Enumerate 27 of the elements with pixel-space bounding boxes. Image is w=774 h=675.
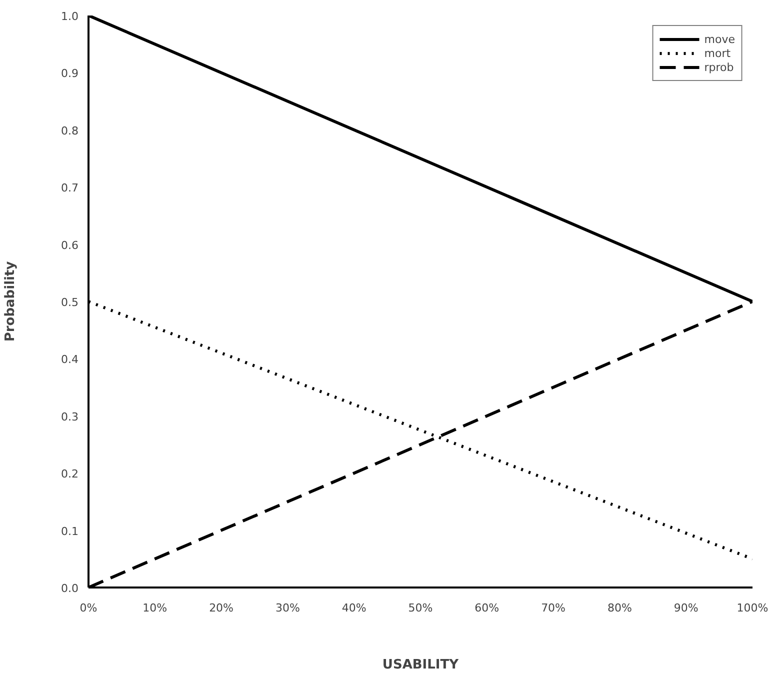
y-tick-label: 0.4 xyxy=(61,353,79,366)
x-tick-label: 40% xyxy=(342,602,366,614)
y-tick-label: 0.6 xyxy=(61,238,79,252)
y-tick-label: 0.0 xyxy=(61,582,79,595)
legend-label: rprob xyxy=(704,60,734,74)
x-tick-label: 80% xyxy=(607,602,632,614)
y-tick-label: 1.0 xyxy=(61,10,79,23)
x-tick-label: 0% xyxy=(80,602,98,614)
legend-label: move xyxy=(704,32,735,46)
y-tick-label: 0.5 xyxy=(61,296,79,309)
x-tick-label: 50% xyxy=(408,602,433,614)
x-tick-label: 70% xyxy=(541,602,566,614)
y-tick-label: 0.1 xyxy=(61,524,79,538)
y-tick-label: 0.2 xyxy=(61,468,79,481)
x-tick-label: 20% xyxy=(209,602,234,614)
x-tick-label: 30% xyxy=(275,602,300,614)
x-tick-label: 60% xyxy=(474,602,500,614)
y-tick-label: 0.8 xyxy=(61,124,79,138)
x-tick-label: 100% xyxy=(736,602,768,614)
x-tick-label: 90% xyxy=(674,602,698,614)
legend-label: mort xyxy=(704,46,731,60)
y-axis-title: Probability xyxy=(3,260,18,342)
x-axis-title: USABILITY xyxy=(382,658,460,672)
y-tick-label: 0.9 xyxy=(61,67,79,80)
x-tick-label: 10% xyxy=(142,602,168,614)
y-tick-label: 0.3 xyxy=(61,410,79,424)
y-tick-label: 0.7 xyxy=(61,182,79,195)
